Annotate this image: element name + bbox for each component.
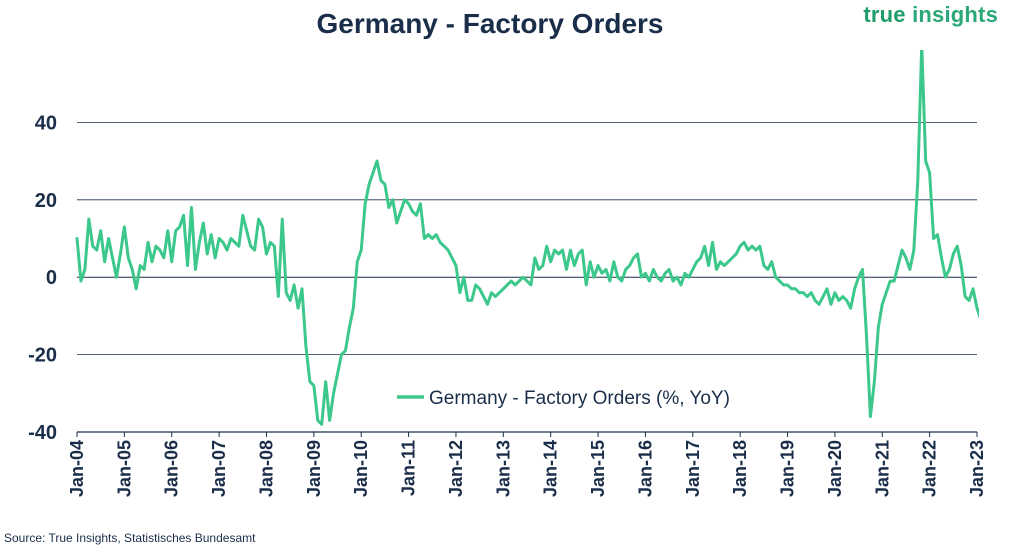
- x-tick-label: Jan-06: [162, 440, 182, 497]
- x-tick-label: Jan-11: [399, 440, 419, 496]
- x-tick-label: Jan-14: [541, 440, 561, 497]
- x-tick-label: Jan-15: [588, 440, 608, 497]
- x-tick-label: Jan-13: [493, 440, 513, 497]
- series-layer: [75, 50, 979, 426]
- x-tick-label: Jan-05: [114, 440, 134, 497]
- y-tick-label: 0: [46, 267, 57, 289]
- x-tick-label: Jan-23: [967, 440, 987, 497]
- legend-label: Germany - Factory Orders (%, YoY): [429, 388, 730, 409]
- brand-word-insights: insights: [912, 2, 998, 27]
- y-tick-label: -20: [28, 345, 57, 367]
- x-tick-label: Jan-20: [825, 440, 845, 497]
- legend: Germany - Factory Orders (%, YoY): [397, 388, 730, 409]
- y-tick-label: 40: [35, 112, 57, 134]
- y-tick-label: 20: [35, 190, 57, 212]
- x-tick-label: Jan-16: [635, 440, 655, 497]
- x-tick-label: Jan-10: [351, 440, 371, 497]
- y-axis-ticks: -40 -20 0 20 40: [28, 112, 57, 444]
- series-line: [75, 50, 979, 426]
- x-axis-ticks: Jan-04 Jan-05 Jan-06 Jan-07 Jan-08 Jan-09 Jan-…: [67, 440, 987, 497]
- x-tick-label: Jan-08: [256, 440, 276, 497]
- brand-logo: true insights: [863, 2, 998, 28]
- x-tick-label: Jan-21: [872, 440, 892, 497]
- y-tick-label: -40: [28, 422, 57, 444]
- brand-word-true: true: [863, 2, 906, 27]
- x-tick-label: Jan-17: [683, 440, 703, 497]
- source-note: Source: True Insights, Statistisches Bun…: [4, 531, 256, 545]
- x-tick-label: Jan-19: [778, 440, 798, 497]
- grid-lines: [77, 122, 977, 356]
- x-tick-label: Jan-04: [67, 440, 87, 497]
- x-axis: [76, 431, 978, 437]
- x-tick-label: Jan-22: [920, 440, 940, 497]
- chart-title: Germany - Factory Orders: [316, 8, 664, 39]
- x-tick-label: Jan-09: [304, 440, 324, 497]
- x-tick-label: Jan-18: [730, 440, 750, 497]
- x-tick-label: Jan-07: [209, 440, 229, 497]
- x-tick-label: Jan-12: [446, 440, 466, 497]
